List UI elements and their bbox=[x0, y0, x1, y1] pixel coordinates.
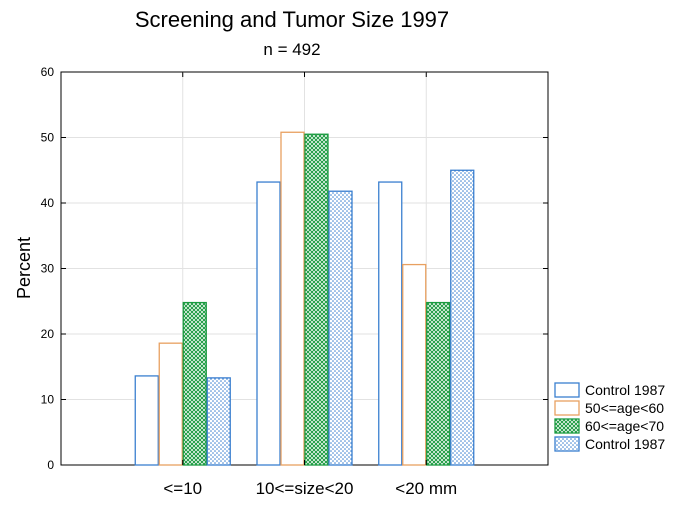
bar bbox=[450, 169, 475, 466]
bar bbox=[182, 301, 207, 466]
y-tick-label: 10 bbox=[41, 393, 55, 407]
y-tick-label: 60 bbox=[41, 65, 55, 79]
legend-swatch bbox=[554, 436, 580, 452]
bar bbox=[134, 375, 159, 466]
legend-label: Control 1987 bbox=[585, 382, 665, 398]
legend-label: Control 1987 bbox=[585, 436, 665, 452]
bar bbox=[378, 181, 403, 466]
y-tick-label: 50 bbox=[41, 131, 55, 145]
y-tick-label: 30 bbox=[41, 262, 55, 276]
bar bbox=[402, 263, 427, 466]
legend-swatch bbox=[554, 400, 580, 416]
bar bbox=[158, 342, 183, 466]
bar bbox=[426, 301, 451, 466]
y-axis-label: Percent bbox=[14, 237, 34, 299]
y-tick-label: 20 bbox=[41, 327, 55, 341]
x-category-label: <=10 bbox=[163, 479, 202, 498]
axes-layer: 0 10 20 30 40 50 60 <=10 10<=size<20 <20 mm bbox=[41, 65, 548, 498]
bar bbox=[256, 181, 281, 466]
bar bbox=[206, 377, 231, 466]
y-tick-label: 40 bbox=[41, 196, 55, 210]
legend-swatch bbox=[554, 382, 580, 398]
bar bbox=[328, 190, 353, 466]
x-category-label: 10<=size<20 bbox=[256, 479, 354, 498]
legend-swatch bbox=[554, 418, 580, 434]
bar bbox=[280, 131, 305, 466]
bars-layer bbox=[134, 131, 475, 466]
legend-label: 60<=age<70 bbox=[585, 418, 664, 434]
legend-label: 50<=age<60 bbox=[585, 400, 664, 416]
bar bbox=[304, 133, 329, 466]
x-category-label: <20 mm bbox=[395, 479, 457, 498]
chart-title: Screening and Tumor Size 1997 bbox=[135, 7, 449, 32]
chart-subtitle: n = 492 bbox=[263, 40, 320, 59]
y-tick-label: 0 bbox=[47, 458, 54, 472]
legend: Control 1987 50<=age<60 60<=age<70 Control … bbox=[554, 382, 665, 452]
